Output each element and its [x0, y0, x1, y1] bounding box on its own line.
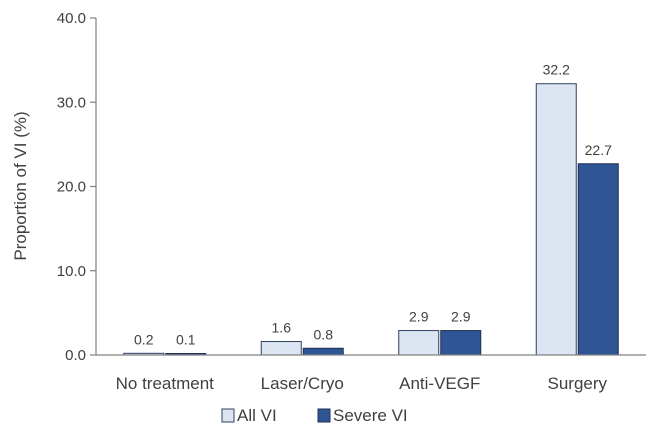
value-labels: 0.2 0.1 1.6 0.8 2.9 2.9 32.2 22.7 [134, 62, 612, 348]
y-tick-label: 10.0 [57, 263, 86, 280]
y-tick-label: 20.0 [57, 179, 86, 196]
bar-severe-vi [302, 347, 344, 356]
bar-value-label: 22.7 [585, 142, 612, 158]
bar-value-label: 2.9 [409, 309, 429, 325]
legend: All VI Severe VI [221, 406, 408, 425]
legend-label-severe-vi: Severe VI [333, 406, 408, 425]
bar-all-vi [535, 83, 577, 356]
bar-value-label: 0.2 [134, 331, 154, 347]
bar-all-vi [260, 341, 302, 356]
ticks-layer: 0.0 10.0 20.0 30.0 40.0 [57, 10, 96, 364]
bar-value-label: 0.1 [176, 332, 196, 348]
category-label: No treatment [116, 374, 215, 393]
bar-all-vi [398, 330, 440, 356]
bar-value-label: 2.9 [451, 309, 471, 325]
bar-value-label: 0.8 [314, 326, 334, 342]
bar-value-label: 32.2 [543, 62, 570, 78]
legend-label-all-vi: All VI [237, 406, 277, 425]
bars-layer [123, 83, 619, 356]
y-tick-label: 0.0 [65, 347, 86, 364]
y-axis-label: Proportion of VI (%) [11, 111, 30, 260]
y-tick-label: 30.0 [57, 94, 86, 111]
legend-swatch-severe-vi [317, 408, 331, 423]
bar-value-label: 1.6 [272, 320, 292, 336]
legend-swatch-all-vi [221, 408, 235, 423]
bar-severe-vi [577, 163, 619, 356]
category-label: Anti-VEGF [399, 374, 480, 393]
y-tick-label: 40.0 [57, 10, 86, 27]
category-label: Laser/Cryo [261, 374, 344, 393]
category-labels: No treatment Laser/Cryo Anti-VEGF Surgery [116, 374, 608, 393]
category-label: Surgery [547, 374, 607, 393]
bar-severe-vi [440, 330, 482, 356]
